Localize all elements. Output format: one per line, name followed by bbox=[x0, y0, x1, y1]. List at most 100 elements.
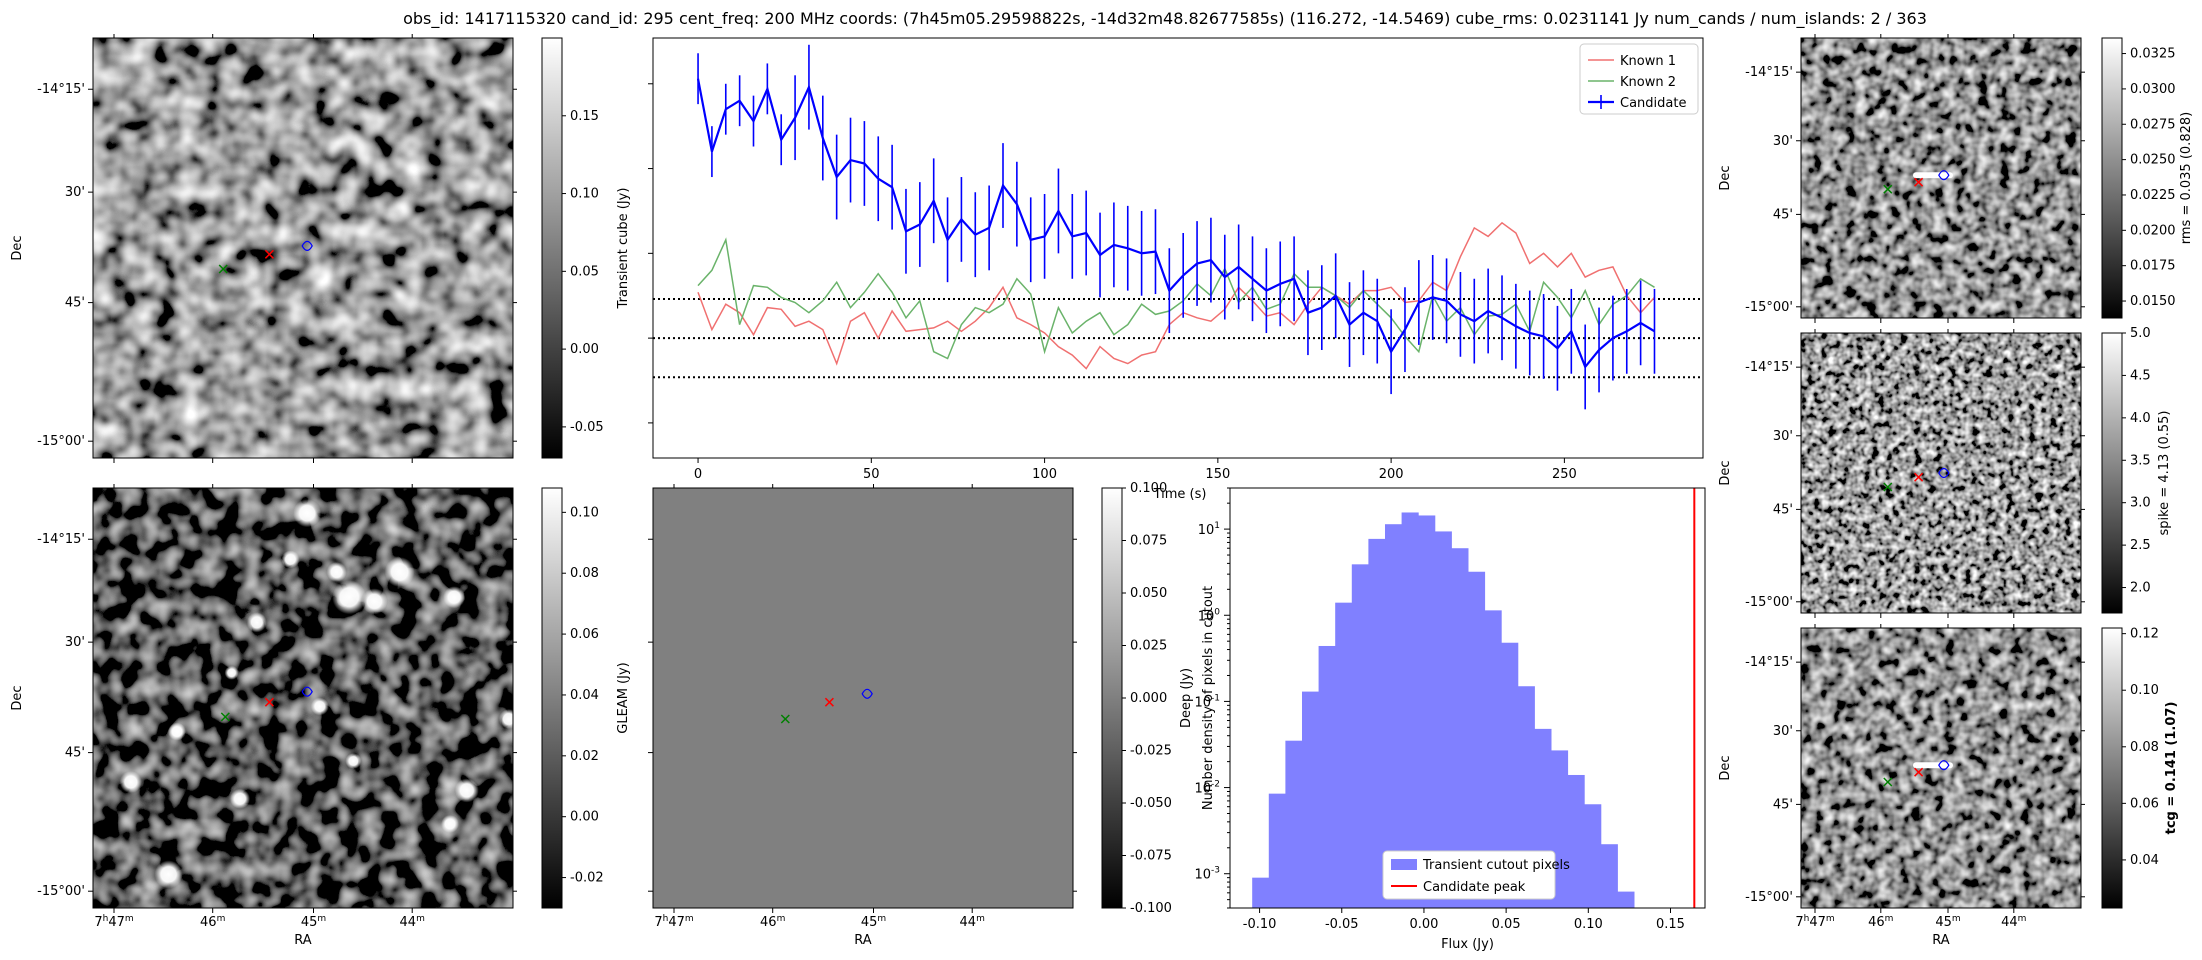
colorbar-tick-label: -0.050 bbox=[1130, 796, 1172, 811]
colorbar-tick-label: 0.0175 bbox=[2130, 259, 2176, 274]
dec-tick-label: 45' bbox=[1773, 797, 1793, 812]
colorbar bbox=[541, 37, 563, 459]
ra-tick-label: 45m bbox=[1935, 914, 1960, 930]
colorbar-tick-label: -0.075 bbox=[1130, 849, 1172, 864]
histogram-bar bbox=[1301, 691, 1320, 908]
colorbar-tick-label: 0.0325 bbox=[2130, 47, 2176, 62]
colorbar-label: tcg = 0.141 (1.07) bbox=[2164, 702, 2179, 835]
series-line-candidate bbox=[696, 78, 1656, 370]
ra-tick-label: 45m bbox=[301, 914, 326, 930]
lightcurve-axes bbox=[652, 37, 1704, 459]
x-axis-label: Flux (Jy) bbox=[1441, 937, 1494, 952]
transient-cutout-frame bbox=[92, 37, 514, 459]
dec-tick-label: 45' bbox=[1773, 502, 1793, 517]
colorbar-tick-label: -0.100 bbox=[1130, 901, 1172, 916]
colorbar-label: Deep (Jy) bbox=[1179, 668, 1194, 728]
candidate-marker bbox=[264, 697, 274, 707]
island-contour bbox=[1938, 467, 1950, 479]
candidate-marker bbox=[264, 249, 274, 259]
source-blob bbox=[332, 580, 367, 615]
legend-box bbox=[1579, 43, 1699, 115]
x-tick-label: 200 bbox=[1379, 467, 1404, 482]
source-blob bbox=[443, 586, 466, 609]
ra-tick-label: 44m bbox=[400, 914, 425, 930]
source-blob bbox=[293, 499, 322, 528]
rms-cutout: -14°15' 30' 45' -15°00' Dec 0.0325 0.0300 0.027… bbox=[1718, 34, 2194, 323]
candidate-marker-stroke bbox=[1914, 767, 1924, 777]
dec-axis-label: Dec bbox=[1718, 165, 1733, 190]
y-axis-label: Transient cube (Jy) bbox=[616, 188, 631, 310]
colorbar bbox=[541, 487, 563, 909]
dec-tick-label: 45' bbox=[65, 746, 85, 761]
colorbar-tick-label: -0.02 bbox=[570, 871, 604, 886]
colorbar bbox=[2101, 627, 2123, 909]
transient-cutout: -14°15' 30' 45' -15°00' Dec 0.15 0.10 0.05 0.00 -… bbox=[10, 34, 604, 463]
ra-axis-label: RA bbox=[854, 933, 872, 948]
dec-tick-label: 30' bbox=[65, 635, 85, 650]
source-blob bbox=[154, 860, 183, 889]
colorbar-tick-label: 0.00 bbox=[570, 810, 599, 825]
legend-swatch bbox=[1391, 859, 1417, 870]
dec-tick-label: -15°00' bbox=[1745, 595, 1793, 610]
colorbar-tick-label: 0.12 bbox=[2130, 627, 2159, 642]
histogram-bar bbox=[1434, 531, 1452, 908]
histogram-axes bbox=[1229, 487, 1706, 909]
dec-tick-label: -15°00' bbox=[1745, 300, 1793, 315]
colorbar-tick-label: 0.10 bbox=[2130, 683, 2159, 698]
island-contour bbox=[1938, 760, 1950, 771]
candidate-marker bbox=[1914, 767, 1924, 777]
ra-axis-label: RA bbox=[1932, 933, 1950, 948]
histogram-bar bbox=[1285, 740, 1303, 908]
colorbar-tick-label: 0.0250 bbox=[2130, 153, 2176, 168]
dec-axis-label: Dec bbox=[10, 235, 25, 260]
ra-tick-label: 46m bbox=[1868, 914, 1893, 930]
colorbar-tick-label: 0.05 bbox=[570, 264, 599, 279]
dec-axis-label: Dec bbox=[10, 685, 25, 710]
candidate-marker bbox=[1914, 472, 1924, 482]
colorbar-label: rms = 0.035 (0.828) bbox=[2179, 112, 2194, 244]
dec-tick-label: -15°00' bbox=[37, 884, 85, 899]
colorbar-tick-label: 0.0150 bbox=[2130, 294, 2176, 309]
ra-tick-label: 7h47m bbox=[1795, 914, 1834, 930]
dec-tick-label: 30' bbox=[65, 185, 85, 200]
known-source-marker-stroke bbox=[218, 264, 228, 274]
ra-tick-label: 7h47m bbox=[94, 914, 133, 930]
candidate-marker-stroke bbox=[264, 697, 274, 707]
y-tick-label: 10-2 bbox=[1194, 780, 1220, 797]
ra-tick-label: 44m bbox=[2001, 914, 2026, 930]
dec-tick-label: -15°00' bbox=[37, 434, 85, 449]
y-tick-label: 101 bbox=[1198, 521, 1220, 538]
tcg-cutout-frame bbox=[1800, 627, 2082, 909]
deep-cutout-image bbox=[93, 488, 513, 908]
colorbar-tick-label: 0.06 bbox=[570, 627, 599, 642]
colorbar-tick-label: 0.08 bbox=[570, 566, 599, 581]
source-blob bbox=[119, 771, 142, 793]
source-blob bbox=[168, 722, 186, 741]
colorbar bbox=[1101, 487, 1123, 909]
source-blob bbox=[230, 788, 250, 809]
histogram-bar bbox=[1600, 844, 1618, 908]
source-blob bbox=[345, 753, 362, 769]
dec-tick-label: 30' bbox=[1773, 429, 1793, 444]
x-tick-label: -0.05 bbox=[1325, 917, 1359, 932]
figure-title: obs_id: 1417115320 cand_id: 295 cent_fre… bbox=[403, 9, 1927, 29]
tcg-cutout: -14°15' 30' 45' -15°00'7h47m 46m 45m 44m Dec RA 0… bbox=[1718, 624, 2179, 948]
gleam-cutout-frame bbox=[652, 487, 1074, 909]
colorbar-tick-label: -0.025 bbox=[1130, 744, 1172, 759]
ra-tick-label: 46m bbox=[200, 914, 225, 930]
dec-axis-label: Dec bbox=[1718, 755, 1733, 780]
colorbar-tick-label: 4.5 bbox=[2130, 368, 2151, 383]
known-source-marker bbox=[1883, 184, 1893, 194]
colorbar-tick-label: 0.04 bbox=[2130, 853, 2159, 868]
x-axis-label: Time (s) bbox=[1153, 487, 1207, 502]
colorbar-tick-label: 0.050 bbox=[1130, 586, 1167, 601]
colorbar-tick-label: 3.0 bbox=[2130, 496, 2151, 511]
y-tick-label: 10-3 bbox=[1194, 866, 1220, 883]
colorbar-tick-label: 4.0 bbox=[2130, 411, 2151, 426]
histogram-bar bbox=[1252, 877, 1270, 908]
colorbar-tick-label: 0.10 bbox=[570, 187, 599, 202]
y-tick-label: 100 bbox=[1198, 607, 1221, 624]
dec-tick-label: 45' bbox=[1773, 207, 1793, 222]
source-blob bbox=[454, 778, 479, 803]
